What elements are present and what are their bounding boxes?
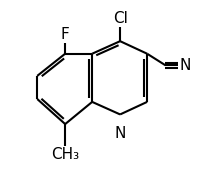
Text: Cl: Cl [113,10,128,26]
Text: N: N [114,126,126,141]
Text: F: F [61,27,70,42]
Text: N: N [179,58,190,73]
Text: CH₃: CH₃ [51,147,79,162]
